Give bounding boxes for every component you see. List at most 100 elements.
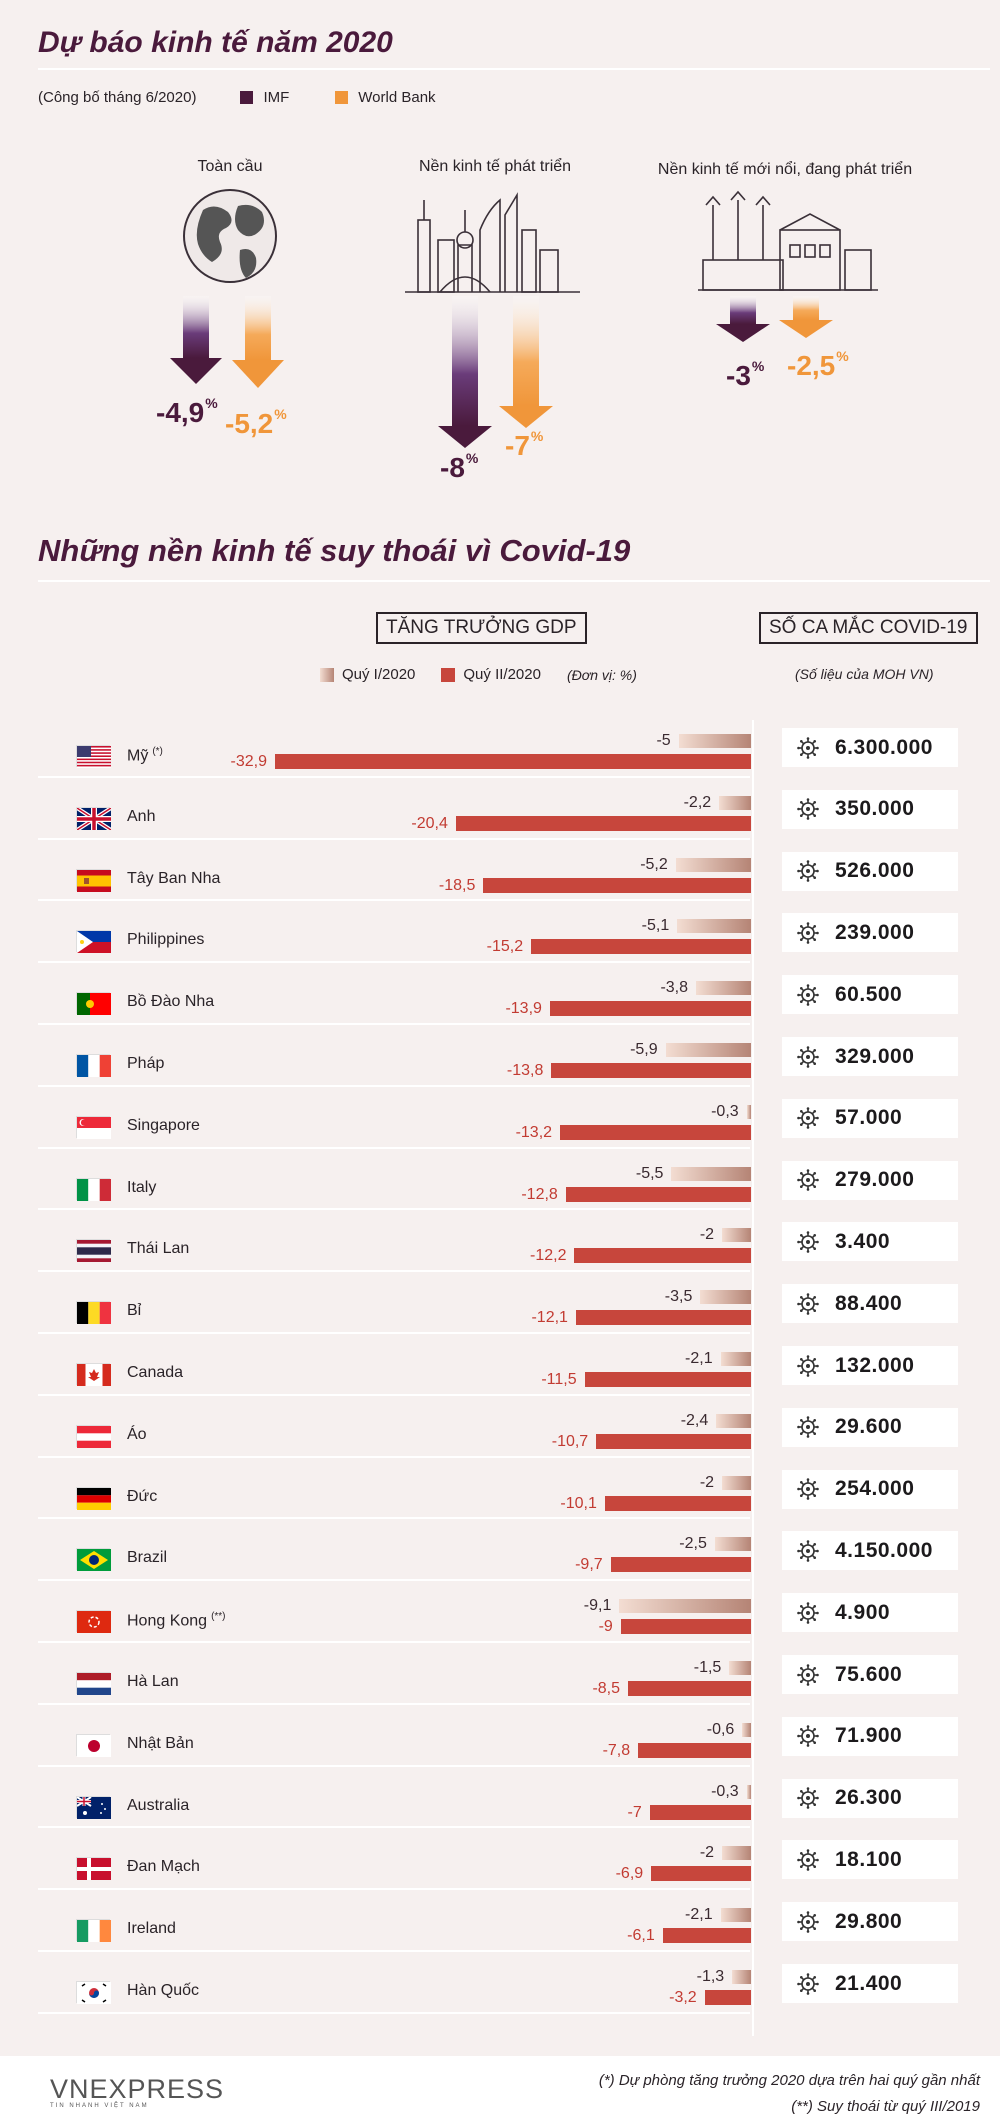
country-name: Bồ Đào Nha [127,993,215,1011]
flag-dk-icon [76,1857,111,1881]
bar-q2 [575,1310,751,1326]
virus-icon [797,1045,819,1068]
label-q2: -18,5 [438,876,476,894]
flag-au-icon [76,1795,111,1819]
bar-q2 [662,1928,751,1944]
case-count-box: 4.150.000 [782,1531,958,1571]
bar-q2 [704,1990,751,2005]
case-count: 71.900 [835,1724,903,1748]
country-note: (**) [211,1611,226,1623]
bar-q2 [620,1619,751,1635]
bar-q2 [638,1742,751,1758]
case-count-box: 71.900 [782,1716,958,1756]
bar-q1 [675,857,751,872]
case-count: 4.900 [835,1600,891,1624]
bar-q2 [455,815,751,831]
label-q2: -7 [627,1803,642,1821]
country-name: Đức [127,1487,158,1505]
row-divider [38,1270,750,1273]
legend-q1: Quý I/2020 [320,666,415,683]
country-label: Nhật Bản [127,1735,194,1753]
bar-q1 [720,1352,751,1366]
case-count: 254.000 [835,1477,915,1501]
bar-q1 [722,1475,751,1490]
label-q1: -5 [656,732,671,749]
country-label: Áo [127,1426,147,1444]
flag-at-icon [76,1424,111,1448]
flag-pt-icon [76,992,111,1016]
case-count-box: 29.800 [782,1902,958,1942]
virus-icon [797,1478,819,1500]
flag-ca-icon [76,1363,111,1386]
country-name: Singapore [127,1116,200,1134]
row-divider [38,1950,750,1952]
forecast-legend: (Công bố tháng 6/2020) IMF World Bank [38,89,436,106]
country-name: Tây Ban Nha [127,869,221,887]
section2-rule [38,580,990,582]
country-name: Australia [127,1796,190,1814]
virus-icon [797,1849,819,1871]
case-count: 57.000 [835,1106,903,1130]
label-q2: -32,9 [230,753,267,770]
label-q1: -3,5 [664,1288,693,1306]
group-title-developed: Nền kinh tế phát triển [418,158,572,175]
virus-icon [797,1416,819,1439]
case-count-box: 239.000 [782,913,958,953]
bar-q2 [549,1001,751,1017]
case-count-box: 57.000 [782,1098,958,1138]
case-count: 60.500 [835,982,903,1006]
row-divider [38,1579,750,1582]
label-q1: -2 [699,1473,715,1491]
group-title-global: Toàn cầu [197,158,263,175]
country-name: Anh [127,807,156,825]
case-count-box: 60.500 [782,975,958,1015]
country-label: Hong Kong (**) [127,1611,226,1630]
country-label: Italy [127,1179,156,1197]
label-q1: -2,4 [680,1411,709,1429]
forecast-subtitle: (Công bố tháng 6/2020) [38,89,197,106]
case-count-box: 26.300 [782,1778,958,1818]
row-divider [38,1146,750,1149]
case-count: 239.000 [835,920,915,944]
row-divider [38,1641,750,1643]
row-divider [38,1332,750,1334]
virus-icon [797,1601,819,1624]
case-count: 132.000 [835,1353,915,1377]
country-name: Thái Lan [127,1240,190,1258]
bar-q1 [678,734,751,748]
label-q2: -6,9 [615,1865,644,1883]
bar-q1 [720,1908,751,1923]
case-count: 29.600 [835,1415,903,1439]
country-label: Pháp [127,1055,164,1073]
case-count: 75.600 [835,1662,903,1686]
row-divider [38,1888,750,1891]
pct-unit: % [751,358,765,374]
country-label: Anh [127,808,155,826]
cases-source-note: (Số liệu của MOH VN) [795,666,934,682]
case-count: 26.300 [835,1786,903,1810]
logo-text: VNEXPRESS [50,2074,225,2104]
pct-imf-developed-value: -8 [440,452,465,483]
virus-icon [797,922,819,944]
flag-us-icon [76,745,111,768]
case-count: 350.000 [835,797,915,821]
row-divider [38,961,750,964]
label-q2: -9 [598,1618,613,1636]
case-count-box: 75.600 [782,1655,958,1694]
label-q1: -5,1 [641,917,670,935]
row-divider [38,1393,750,1396]
title-rule [38,68,990,70]
bar-q2 [560,1124,751,1140]
bar-q2 [275,754,751,769]
unit-note: (Đơn vị: %) [566,666,637,683]
footnote-1: (*) Dự phòng tăng trưởng 2020 dựa trên h… [598,2072,980,2089]
label-q2: -11,5 [541,1371,577,1388]
bar-q2 [584,1372,751,1387]
country-label: Đan Mạch [127,1858,200,1876]
country-name: Ireland [127,1920,176,1938]
label-q1: -2 [699,1226,715,1244]
pct-imf-developed: -8% [440,450,478,484]
label-q1: -2,1 [685,1350,713,1367]
bar-q1 [696,981,751,996]
wb-swatch [335,91,349,104]
